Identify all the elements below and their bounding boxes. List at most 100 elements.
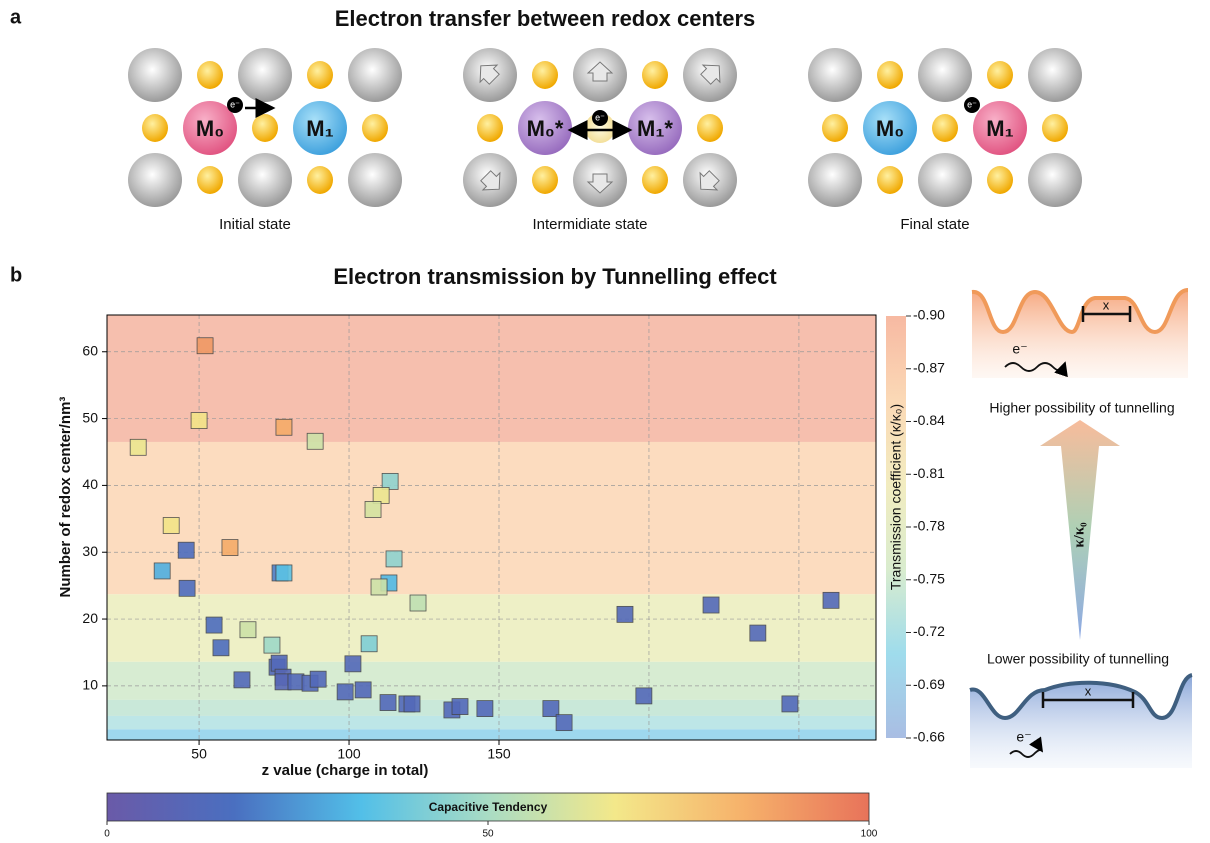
distortion-arrow — [480, 170, 501, 191]
electron-label: e⁻ — [967, 99, 977, 109]
data-point — [749, 624, 767, 642]
data-point — [344, 655, 362, 673]
data-point — [781, 695, 799, 713]
lattice-atom — [238, 153, 292, 207]
data-point — [822, 591, 840, 609]
data-point — [372, 487, 390, 504]
state-label: Intermidiate state — [532, 216, 647, 233]
data-point — [616, 605, 634, 623]
anion — [307, 166, 333, 194]
bottom-label: Lower possibility of tunnelling — [987, 651, 1169, 667]
anion — [142, 114, 168, 142]
electron — [592, 110, 608, 126]
barrier-curve — [971, 288, 1189, 335]
anion — [252, 114, 278, 142]
redox-label: M₀ — [196, 116, 224, 141]
anion — [307, 61, 333, 89]
lattice-atom — [238, 48, 292, 102]
redox-label: M₀* — [527, 116, 564, 141]
anion — [642, 166, 668, 194]
data-point — [177, 541, 195, 559]
data-point — [409, 594, 427, 612]
anion — [822, 114, 848, 142]
colorbar-tick-label: 0 — [104, 829, 110, 840]
arrow-label: κ/κ₀ — [1071, 522, 1087, 548]
anion — [642, 61, 668, 89]
electron-label: e⁻ — [1016, 729, 1031, 745]
trend-arrow — [1040, 420, 1120, 640]
y-tick-label: 50 — [82, 409, 98, 425]
data-point — [196, 337, 214, 355]
lattice-atom — [128, 153, 182, 207]
x-tick-label: 100 — [337, 746, 361, 762]
data-point — [221, 539, 239, 556]
anion — [532, 166, 558, 194]
distance-bar — [1081, 306, 1132, 322]
data-point — [233, 671, 251, 689]
data-point — [275, 564, 293, 582]
redox-center — [183, 101, 237, 155]
data-point — [635, 687, 653, 705]
redox-center — [518, 101, 572, 155]
y-tick-label: 40 — [82, 476, 98, 492]
data-point — [263, 636, 281, 654]
data-point — [212, 639, 230, 657]
panel-title: Electron transfer between redox centers — [335, 6, 756, 31]
top-label: Higher possibility of tunnelling — [989, 400, 1174, 416]
lattice-atom — [348, 48, 402, 102]
background-band — [107, 315, 876, 442]
electron-path — [1004, 361, 1068, 378]
data-point — [385, 550, 403, 568]
data-point — [162, 517, 180, 534]
distortion-arrow — [586, 61, 614, 82]
colorbar-tick-label: -0.69 — [913, 676, 945, 692]
electron-label: e⁻ — [230, 99, 240, 109]
data-point — [205, 616, 223, 634]
colorbar-tick-label: -0.75 — [913, 570, 945, 586]
colorbar-tick-label: 50 — [482, 829, 494, 840]
y-axis-label: Number of redox center/nm³ — [57, 397, 74, 598]
lattice-atom — [128, 48, 182, 102]
distortion-arrow — [700, 64, 721, 85]
y-tick-label: 60 — [82, 342, 98, 358]
chart-title: Electron transmission by Tunnelling effe… — [333, 264, 777, 289]
data-point — [542, 700, 560, 717]
anion — [932, 114, 958, 142]
tunnel-diagram: x e⁻ Higher possibility of tunnelling κ/… — [969, 288, 1193, 768]
distance-label: x — [1103, 297, 1110, 312]
data-point — [476, 700, 494, 717]
data-point — [451, 698, 469, 715]
background-band — [107, 715, 876, 730]
x-tick-label: 50 — [191, 746, 207, 762]
anion — [1042, 114, 1068, 142]
anion — [197, 166, 223, 194]
colorbar-tick-label: -0.81 — [913, 465, 945, 481]
data-point — [336, 683, 354, 701]
electron-label: e⁻ — [1012, 341, 1027, 357]
electron — [964, 97, 980, 113]
redox-center — [628, 101, 682, 155]
data-point — [306, 432, 324, 450]
colorbar-label: Capacitive Tendency — [429, 800, 548, 814]
data-point — [360, 635, 378, 653]
data-point — [275, 418, 293, 436]
barrier-curve — [969, 673, 1193, 721]
colorbar-label: Transmission coefficient (κ/κ₀) — [888, 404, 904, 590]
data-point — [702, 596, 720, 614]
lattice-atom — [808, 48, 862, 102]
anion — [697, 114, 723, 142]
colorbar-tick-label: -0.90 — [913, 307, 945, 323]
x-axis-label: z value (charge in total) — [262, 762, 429, 779]
data-point — [370, 578, 388, 596]
data-point — [129, 438, 147, 456]
x-tick-label: 150 — [487, 746, 511, 762]
lattice-atom — [918, 153, 972, 207]
background-band — [107, 661, 876, 700]
data-point — [381, 472, 399, 490]
data-point — [190, 412, 208, 429]
panel-letter: a — [10, 6, 22, 28]
redox-label: M₁ — [306, 116, 333, 141]
data-point — [309, 670, 327, 688]
redox-center — [863, 101, 917, 155]
